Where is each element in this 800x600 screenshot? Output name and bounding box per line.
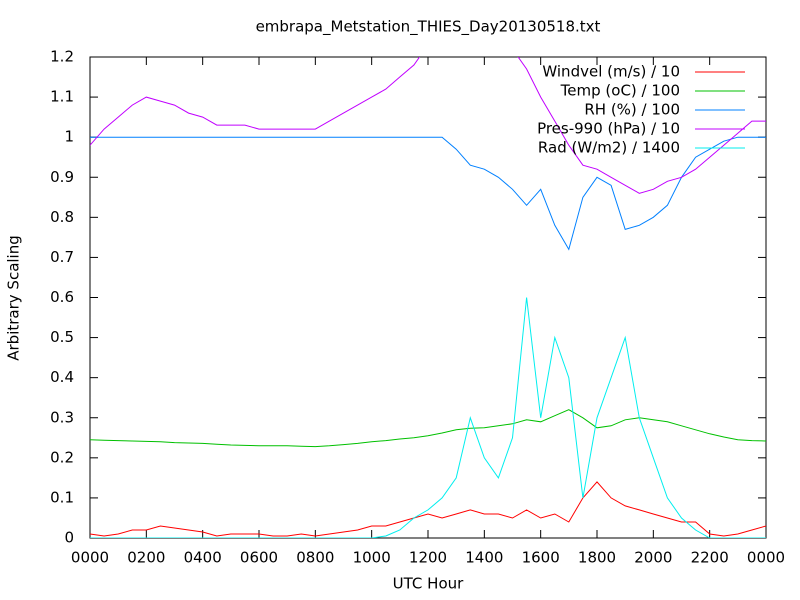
- y-tick-label: 1: [64, 128, 74, 146]
- y-tick-label: 0: [64, 529, 74, 547]
- x-tick-label: 2000: [634, 549, 672, 567]
- y-tick-label: 0.2: [50, 448, 74, 466]
- y-tick-label: 0.1: [50, 488, 74, 506]
- plot-lines: [90, 57, 766, 538]
- x-tick-label: 1400: [465, 549, 503, 567]
- series-line: [90, 136, 766, 251]
- x-tick-label: 0600: [240, 549, 278, 567]
- y-tick-label: 0.5: [50, 328, 74, 346]
- x-axis-label: UTC Hour: [393, 575, 464, 593]
- x-tick-label: 1000: [353, 549, 391, 567]
- series-line: [90, 57, 766, 194]
- chart-title: embrapa_Metstation_THIES_Day20130518.txt: [256, 18, 601, 37]
- x-tick-label: 1600: [522, 549, 560, 567]
- y-tick-label: 0.3: [50, 408, 74, 426]
- x-tick-label: 1200: [409, 549, 447, 567]
- x-tick-label: 0200: [127, 549, 165, 567]
- legend-label: Windvel (m/s) / 10: [542, 63, 680, 81]
- y-tick-label: 1.2: [50, 48, 74, 66]
- legend-label: Rad (W/m2) / 1400: [538, 139, 680, 157]
- x-tick-label: 0400: [184, 549, 222, 567]
- series-line: [90, 409, 766, 448]
- series-line: [90, 297, 766, 538]
- y-axis-label: Arbitrary Scaling: [5, 235, 23, 361]
- y-tick-label: 0.7: [50, 248, 74, 266]
- y-tick-label: 1.1: [50, 88, 74, 106]
- x-tick-label: 0000: [71, 549, 109, 567]
- y-tick-label: 0.4: [50, 368, 74, 386]
- legend-label: RH (%) / 100: [584, 101, 680, 119]
- x-tick-label: 1800: [578, 549, 616, 567]
- y-tick-label: 0.6: [50, 288, 74, 306]
- x-tick-label: 2200: [691, 549, 729, 567]
- x-tick-label: 0000: [747, 549, 785, 567]
- legend-label: Temp (oC) / 100: [560, 82, 680, 100]
- x-tick-label: 0800: [296, 549, 334, 567]
- y-tick-label: 0.8: [50, 208, 74, 226]
- series-line: [90, 481, 766, 537]
- legend-label: Pres-990 (hPa) / 10: [537, 120, 680, 138]
- y-tick-label: 0.9: [50, 168, 74, 186]
